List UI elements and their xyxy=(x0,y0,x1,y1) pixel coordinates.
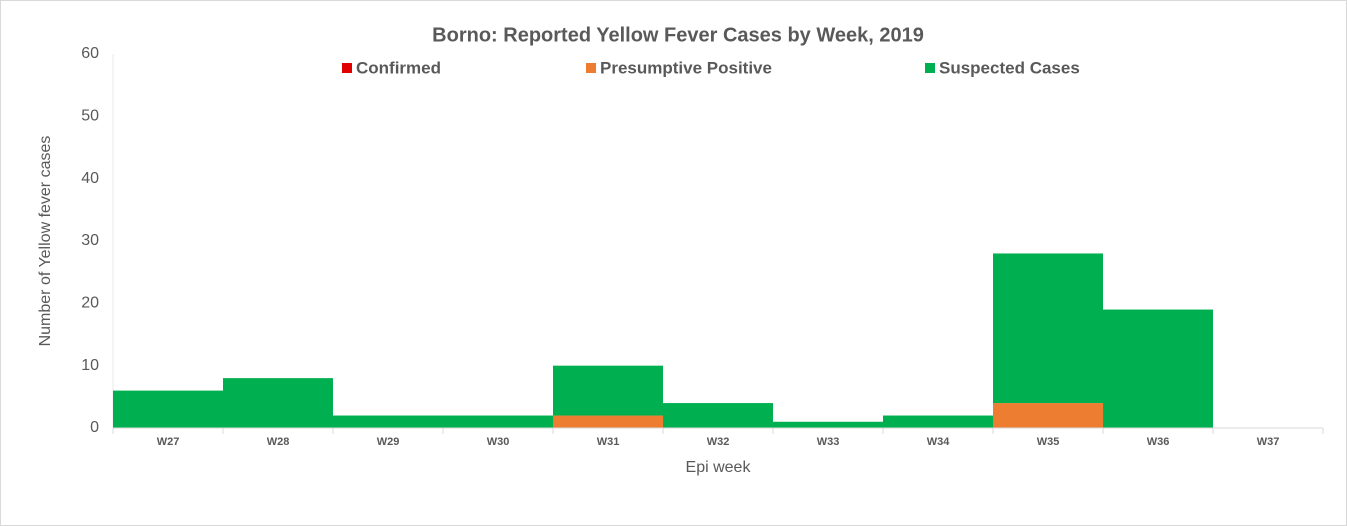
bar-segment xyxy=(443,415,553,428)
y-tick-label: 0 xyxy=(90,419,99,436)
x-tick-label: W31 xyxy=(597,436,620,448)
x-tick-label: W32 xyxy=(707,436,730,448)
legend-label: Suspected Cases xyxy=(939,58,1080,77)
x-tick-label: W37 xyxy=(1257,436,1280,448)
x-tick-label: W27 xyxy=(157,436,180,448)
y-tick-label: 30 xyxy=(81,232,99,249)
x-tick-label: W36 xyxy=(1147,436,1170,448)
bar-segment xyxy=(663,403,773,428)
bar-segment xyxy=(553,365,663,416)
bar-segment xyxy=(883,415,993,428)
legend-marker xyxy=(586,63,596,73)
bar-segment xyxy=(1103,309,1213,428)
x-axis-label: Epi week xyxy=(686,459,752,476)
bar-segment xyxy=(113,390,223,428)
bar-segment xyxy=(333,415,443,428)
x-tick-label: W28 xyxy=(267,436,290,448)
x-tick-label: W30 xyxy=(487,436,510,448)
bar-segment xyxy=(773,421,883,428)
chart-title: Borno: Reported Yellow Fever Cases by We… xyxy=(432,24,924,46)
legend-label: Presumptive Positive xyxy=(600,58,772,77)
y-tick-label: 40 xyxy=(81,170,99,187)
bar-segment xyxy=(223,378,333,428)
legend-marker xyxy=(925,63,935,73)
bar-segment xyxy=(993,253,1103,404)
y-tick-label: 60 xyxy=(81,45,99,62)
bar-segment xyxy=(553,415,663,428)
y-tick-label: 20 xyxy=(81,295,99,312)
x-tick-label: W33 xyxy=(817,436,840,448)
y-axis-label: Number of Yellow fever cases xyxy=(37,136,54,347)
y-tick-label: 10 xyxy=(81,357,99,374)
bar-segment xyxy=(993,403,1103,428)
x-tick-label: W29 xyxy=(377,436,400,448)
x-tick-label: W35 xyxy=(1037,436,1060,448)
y-tick-label: 50 xyxy=(81,108,99,125)
legend-marker xyxy=(342,63,352,73)
x-tick-label: W34 xyxy=(927,436,951,448)
legend-label: Confirmed xyxy=(356,58,441,77)
